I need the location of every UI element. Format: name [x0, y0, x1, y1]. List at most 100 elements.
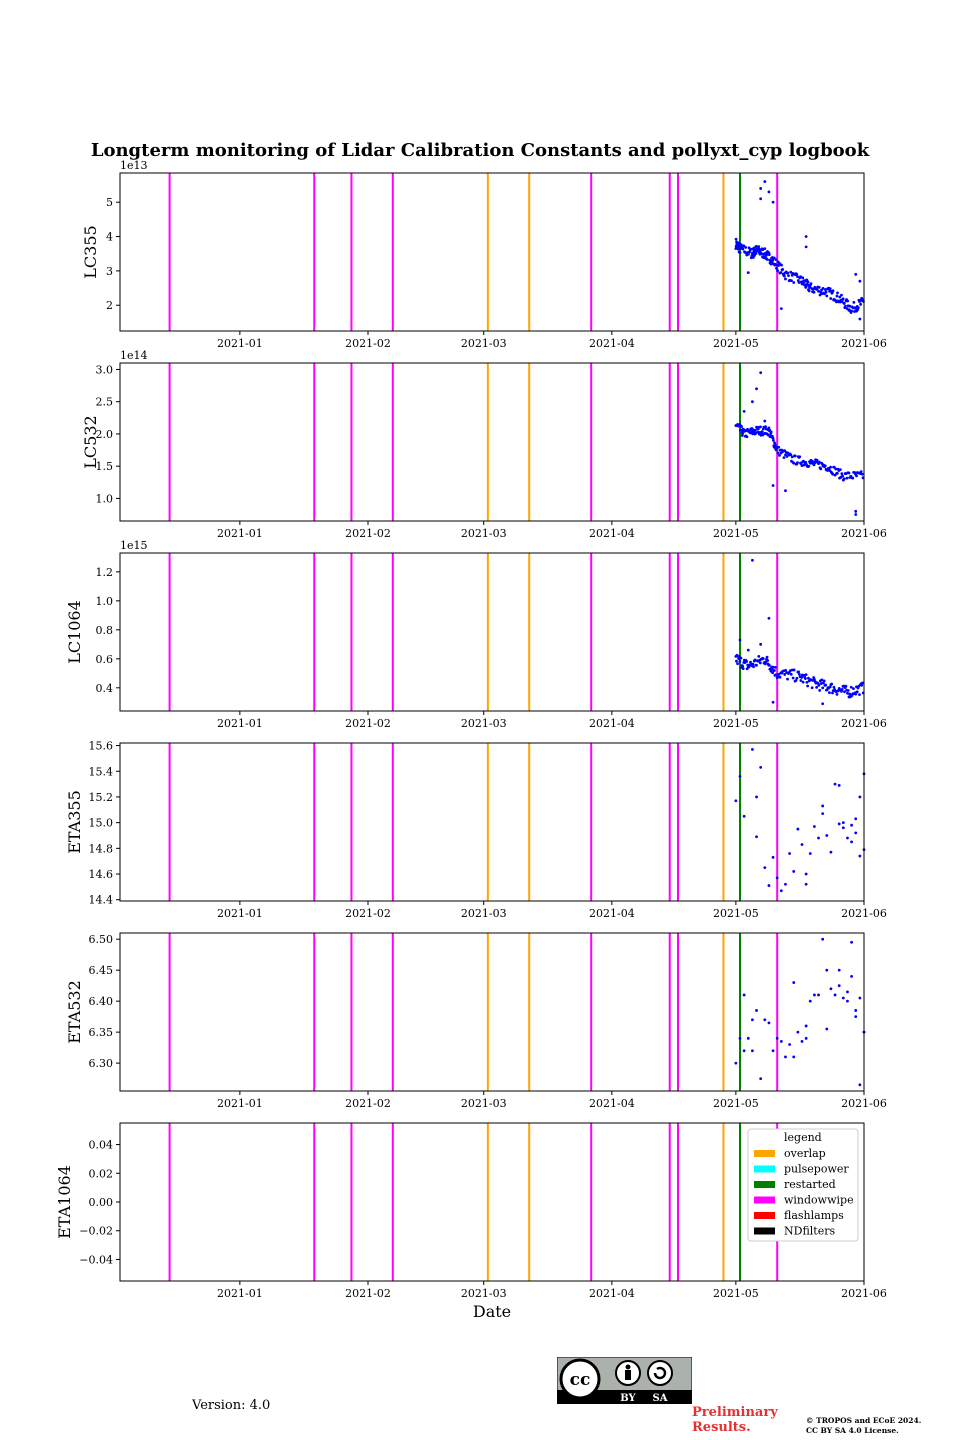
data-point — [751, 1018, 754, 1022]
data-point — [734, 1061, 738, 1065]
data-point — [858, 317, 862, 321]
data-point — [806, 280, 810, 284]
x-tick-label: 2021-04 — [589, 1287, 635, 1300]
data-point — [790, 279, 793, 283]
data-point — [771, 665, 775, 669]
data-point — [776, 269, 779, 273]
data-point — [738, 660, 742, 663]
data-point — [801, 276, 805, 280]
data-point — [854, 817, 858, 821]
data-point — [846, 836, 849, 840]
data-point — [850, 840, 853, 844]
panel-eta532: 2021-01 2021-02 2021-03 2021-04 2021-05 2021-… — [65, 932, 887, 1110]
x-tick-label: 2021-06 — [841, 337, 887, 350]
data-point — [813, 993, 816, 997]
data-point — [771, 700, 775, 704]
data-point — [739, 656, 743, 660]
data-point — [774, 665, 777, 669]
data-point — [788, 1043, 791, 1046]
data-point — [755, 245, 758, 248]
data-point — [796, 827, 800, 831]
x-tick-label: 2021-04 — [589, 1097, 635, 1110]
data-point — [766, 659, 770, 662]
x-tick-label: 2021-01 — [217, 907, 263, 920]
data-point — [818, 293, 822, 297]
data-point — [852, 687, 855, 691]
data-point — [828, 287, 832, 291]
data-point — [835, 692, 839, 696]
legend-label-NDfilters: NDfilters — [784, 1225, 835, 1238]
data-point — [804, 673, 808, 677]
y-tick-label: 6.30 — [89, 1057, 114, 1070]
data-point — [831, 472, 835, 476]
x-tick-label: 2021-01 — [217, 717, 263, 730]
data-point — [860, 472, 864, 476]
data-point — [840, 687, 844, 691]
y-tick-label: 3 — [106, 265, 113, 278]
data-point — [755, 1009, 758, 1012]
data-point — [828, 685, 832, 689]
y-tick-label: 3.0 — [96, 363, 114, 376]
x-tick-label: 2021-02 — [345, 337, 391, 350]
data-point — [798, 455, 802, 459]
x-tick-label: 2021-03 — [461, 907, 507, 920]
preliminary-line-2: Results. — [692, 1420, 751, 1435]
data-point — [819, 467, 823, 471]
data-point — [746, 271, 750, 275]
data-point — [759, 371, 763, 375]
x-tick-label: 2021-02 — [345, 1097, 391, 1110]
data-point — [804, 1036, 808, 1040]
data-point — [763, 419, 767, 423]
data-point — [835, 294, 839, 298]
y-tick-label: 14.4 — [89, 894, 114, 907]
preliminary-line-1: Preliminary — [692, 1405, 778, 1420]
data-point — [850, 823, 853, 827]
y-axis-label: ETA1064 — [55, 1165, 74, 1239]
data-point — [779, 1040, 783, 1043]
data-point — [784, 489, 787, 493]
x-tick-label: 2021-03 — [461, 1287, 507, 1300]
data-point — [813, 825, 816, 828]
x-tick-label: 2021-03 — [461, 717, 507, 730]
data-point — [767, 190, 771, 194]
y-tick-label: −0.04 — [79, 1253, 113, 1266]
y-tick-label: 1.0 — [96, 595, 114, 608]
data-point — [796, 461, 799, 465]
data-point — [845, 307, 849, 310]
data-point — [784, 1055, 787, 1059]
data-point — [813, 678, 816, 681]
data-point — [792, 461, 796, 465]
axes-frame — [119, 362, 865, 522]
data-point — [794, 679, 798, 682]
data-point — [763, 866, 767, 870]
y-offset-label: 1e15 — [120, 539, 148, 552]
data-point — [742, 814, 746, 818]
data-point — [742, 409, 746, 413]
data-point — [846, 691, 849, 695]
y-tick-label: 6.35 — [89, 1026, 114, 1039]
data-point — [777, 445, 781, 449]
x-axis-label: Date — [473, 1302, 511, 1321]
data-point — [861, 681, 864, 685]
data-point — [741, 667, 745, 671]
data-point — [789, 270, 793, 274]
data-point — [751, 400, 754, 404]
data-point — [808, 461, 812, 465]
data-point — [829, 465, 832, 469]
y-axis-label: LC1064 — [65, 600, 84, 664]
data-point — [821, 804, 825, 808]
data-point — [821, 702, 825, 706]
data-point — [746, 648, 750, 652]
data-point — [793, 454, 797, 458]
data-point — [759, 1077, 763, 1081]
legend-label-pulsepower: pulsepower — [784, 1163, 849, 1176]
data-point — [797, 670, 801, 674]
data-point — [772, 256, 776, 260]
data-point — [858, 854, 862, 858]
data-point — [855, 690, 859, 694]
y-axis-label: LC355 — [81, 225, 100, 278]
data-point — [792, 281, 796, 284]
panel-eta355: 2021-01 2021-02 2021-03 2021-04 2021-05 2021-… — [65, 740, 887, 920]
data-point — [775, 673, 779, 677]
data-point — [837, 822, 841, 826]
